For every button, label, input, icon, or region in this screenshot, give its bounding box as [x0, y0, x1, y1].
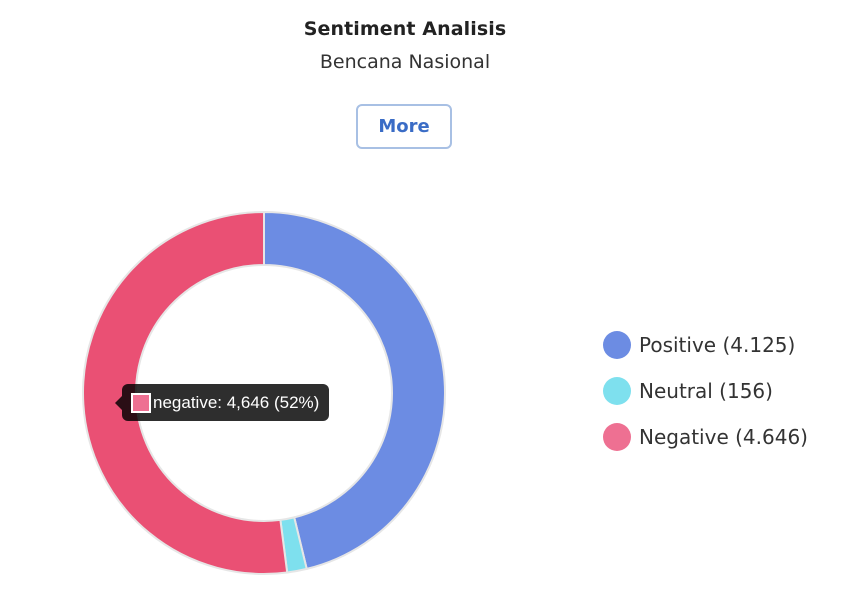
donut-slice-negative[interactable]: [82, 210, 289, 575]
legend-label-neutral: Neutral (156): [639, 379, 773, 403]
legend-label-negative: Negative (4.646): [639, 425, 808, 449]
legend-dot-neutral: [603, 377, 631, 405]
legend-item-neutral[interactable]: Neutral (156): [603, 368, 808, 414]
legend-item-positive[interactable]: Positive (4.125): [603, 322, 808, 368]
legend-item-negative[interactable]: Negative (4.646): [603, 414, 808, 460]
legend-dot-negative: [603, 423, 631, 451]
donut-slice-positive[interactable]: [263, 210, 446, 571]
more-button[interactable]: More: [356, 104, 452, 149]
tooltip-swatch: [131, 392, 151, 413]
chart-title: Sentiment Analisis: [303, 18, 507, 40]
chart-legend: Positive (4.125) Neutral (156) Negative …: [603, 322, 808, 460]
chart-tooltip: negative: 4,646 (52%): [114, 384, 330, 421]
legend-label-positive: Positive (4.125): [639, 333, 796, 357]
chart-subtitle: Bencana Nasional: [319, 51, 491, 73]
legend-dot-positive: [603, 331, 631, 359]
tooltip-text: negative: 4,646 (52%): [153, 392, 320, 412]
